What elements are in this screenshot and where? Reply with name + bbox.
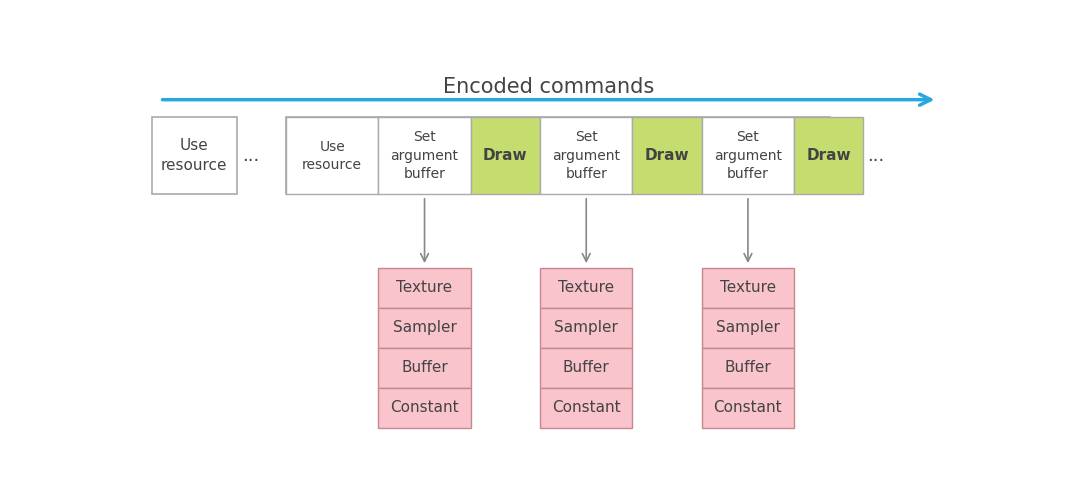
Bar — [378, 388, 471, 428]
Bar — [378, 347, 471, 388]
Bar — [633, 117, 702, 194]
Text: Constant: Constant — [390, 400, 458, 415]
Text: Use
resource: Use resource — [302, 140, 362, 172]
Bar — [378, 117, 471, 194]
Text: Draw: Draw — [645, 149, 690, 164]
Text: Buffer: Buffer — [563, 360, 609, 375]
Bar — [540, 388, 633, 428]
Bar — [540, 308, 633, 347]
Bar — [286, 117, 378, 194]
Bar — [540, 117, 633, 194]
Bar — [702, 267, 794, 308]
Text: Sampler: Sampler — [716, 320, 780, 335]
Bar — [702, 117, 794, 194]
Text: Texture: Texture — [396, 280, 453, 295]
Bar — [378, 308, 471, 347]
Text: Draw: Draw — [483, 149, 528, 164]
Text: Constant: Constant — [552, 400, 620, 415]
Text: ...: ... — [868, 147, 885, 165]
Text: Constant: Constant — [713, 400, 782, 415]
Bar — [702, 347, 794, 388]
Bar — [540, 267, 633, 308]
Bar — [378, 267, 471, 308]
Bar — [471, 117, 540, 194]
Text: ...: ... — [242, 147, 259, 165]
Text: Set
argument
buffer: Set argument buffer — [714, 131, 782, 181]
Text: Sampler: Sampler — [555, 320, 618, 335]
Text: Use
resource: Use resource — [161, 139, 227, 173]
Text: Buffer: Buffer — [402, 360, 448, 375]
Text: Sampler: Sampler — [393, 320, 456, 335]
Text: Set
argument
buffer: Set argument buffer — [553, 131, 620, 181]
Bar — [286, 117, 830, 194]
Text: Encoded commands: Encoded commands — [443, 77, 654, 96]
Bar — [794, 117, 863, 194]
Bar — [702, 308, 794, 347]
Text: Draw: Draw — [806, 149, 851, 164]
Bar — [540, 347, 633, 388]
Text: Set
argument
buffer: Set argument buffer — [391, 131, 458, 181]
Bar — [702, 388, 794, 428]
Text: Texture: Texture — [558, 280, 615, 295]
Bar — [152, 117, 237, 194]
Text: Buffer: Buffer — [725, 360, 771, 375]
Text: Texture: Texture — [720, 280, 776, 295]
